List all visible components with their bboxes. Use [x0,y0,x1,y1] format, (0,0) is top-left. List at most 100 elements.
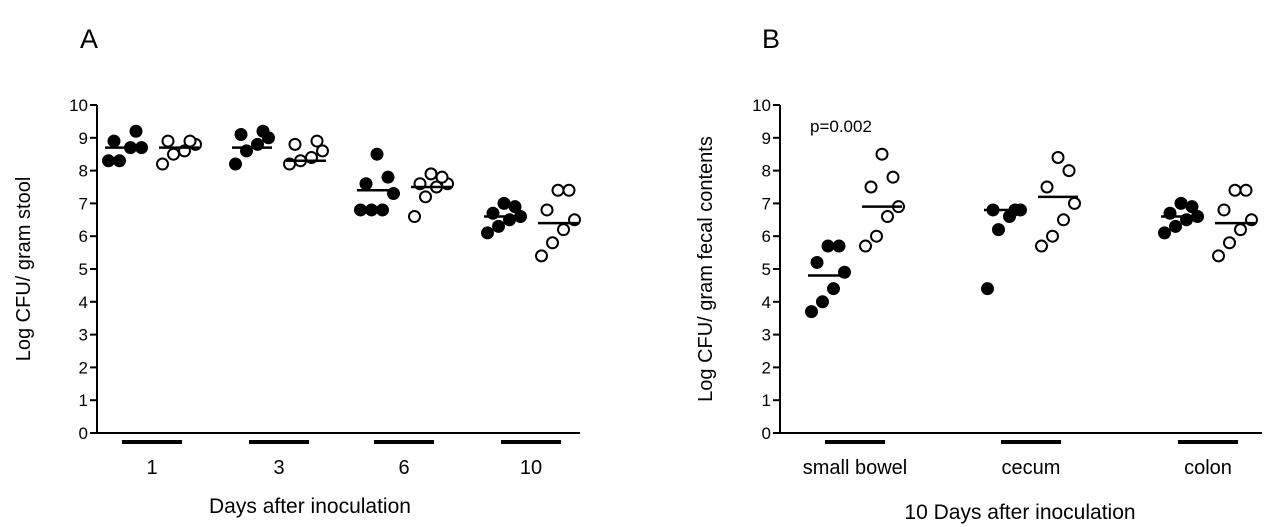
y-tick-label: 8 [79,162,88,181]
open-point [1035,239,1048,253]
filled-point [1169,219,1182,233]
filled-point [229,157,242,171]
x-tick-label: 10 [520,457,542,479]
y-tick-label: 9 [762,129,771,148]
filled-point [1174,196,1188,210]
open-point [1040,180,1054,194]
panel-a: A 0 1 2 3 4 5 6 7 8 9 10 Log CFU/ gram stool 1 3 6 10 Day… [13,24,581,518]
open-point [424,167,438,181]
open-point [1228,183,1242,197]
y-tick-label: 4 [79,293,88,312]
open-point [540,203,554,217]
open-point [875,147,889,161]
open-point [1057,213,1070,227]
filled-point [810,255,824,269]
y-tick-label: 6 [762,227,771,246]
panel-label: A [80,24,98,54]
open-point [316,144,329,158]
open-point [886,170,900,184]
filled-point [107,134,121,148]
open-point [183,134,197,148]
y-tick-label: 5 [79,260,88,279]
panel-label: B [762,24,780,54]
open-point [546,236,559,250]
y-tick-label: 0 [762,424,771,443]
filled-point [497,196,511,210]
filled-point [1185,200,1199,214]
open-point [167,147,180,161]
open-point [859,239,872,253]
open-point [1046,229,1059,243]
filled-point [129,124,143,138]
y-axis-label: Log CFU/ gram stool [13,177,35,362]
open-point [1234,223,1247,237]
y-tick-label: 1 [79,391,88,410]
open-point [156,157,169,171]
filled-point [805,305,818,319]
filled-point [816,295,829,309]
filled-point [102,154,115,168]
open-point [1051,150,1065,164]
y-tick-label: 0 [79,424,88,443]
filled-point [381,170,395,184]
filled-point [354,203,367,217]
y-tick-label: 8 [762,162,771,181]
open-point [557,223,570,237]
x-axis-label: Days after inoculation [209,495,411,518]
filled-point [492,219,505,233]
open-point [1223,236,1236,250]
y-tick-label: 3 [79,326,88,345]
open-point [408,210,421,224]
y-tick-label: 1 [762,391,771,410]
filled-point [113,154,126,168]
y-tick-label: 7 [79,194,88,213]
open-point [881,210,894,224]
panel-b: B 0 1 2 3 4 5 6 7 8 9 10 Log CFU/ gram fecal content… [695,24,1262,524]
x-axis-label: 10 Days after inoculation [904,501,1135,524]
filled-point [359,177,373,191]
open-point [310,134,324,148]
filled-point [1158,226,1171,240]
y-axis-label: Log CFU/ gram fecal contents [695,136,717,402]
filled-point [234,128,248,142]
filled-point [481,226,494,240]
open-point [435,170,449,184]
open-point [419,190,432,204]
filled-point [992,223,1005,237]
open-point [870,229,883,243]
open-point [288,137,302,151]
y-tick-label: 2 [79,358,88,377]
x-tick-label: 3 [273,457,284,479]
open-point [864,180,878,194]
filled-point [832,239,846,253]
x-tick-label: cecum [1002,457,1061,479]
p-value-annotation: p=0.002 [810,117,872,136]
filled-point [365,203,378,217]
y-tick-label: 7 [762,194,771,213]
open-point [1068,196,1081,210]
filled-point [508,200,522,214]
filled-point [827,282,840,296]
filled-point [370,147,384,161]
open-point [1239,183,1253,197]
open-point [1212,249,1225,263]
y-tick-label: 10 [69,96,88,115]
y-tick-label: 9 [79,129,88,148]
x-tick-label: colon [1184,457,1232,479]
open-point [535,249,548,263]
open-point [562,183,576,197]
open-point [1062,164,1076,178]
x-tick-label: 6 [398,457,409,479]
filled-point [256,124,270,138]
open-point [1217,203,1231,217]
y-tick-label: 3 [762,326,771,345]
filled-point [376,203,389,217]
x-tick-label: small bowel [803,457,907,479]
y-tick-label: 2 [762,358,771,377]
filled-point [821,239,835,253]
filled-point [981,282,994,296]
y-tick-label: 10 [752,96,771,115]
open-point [161,134,175,148]
y-tick-label: 6 [79,227,88,246]
